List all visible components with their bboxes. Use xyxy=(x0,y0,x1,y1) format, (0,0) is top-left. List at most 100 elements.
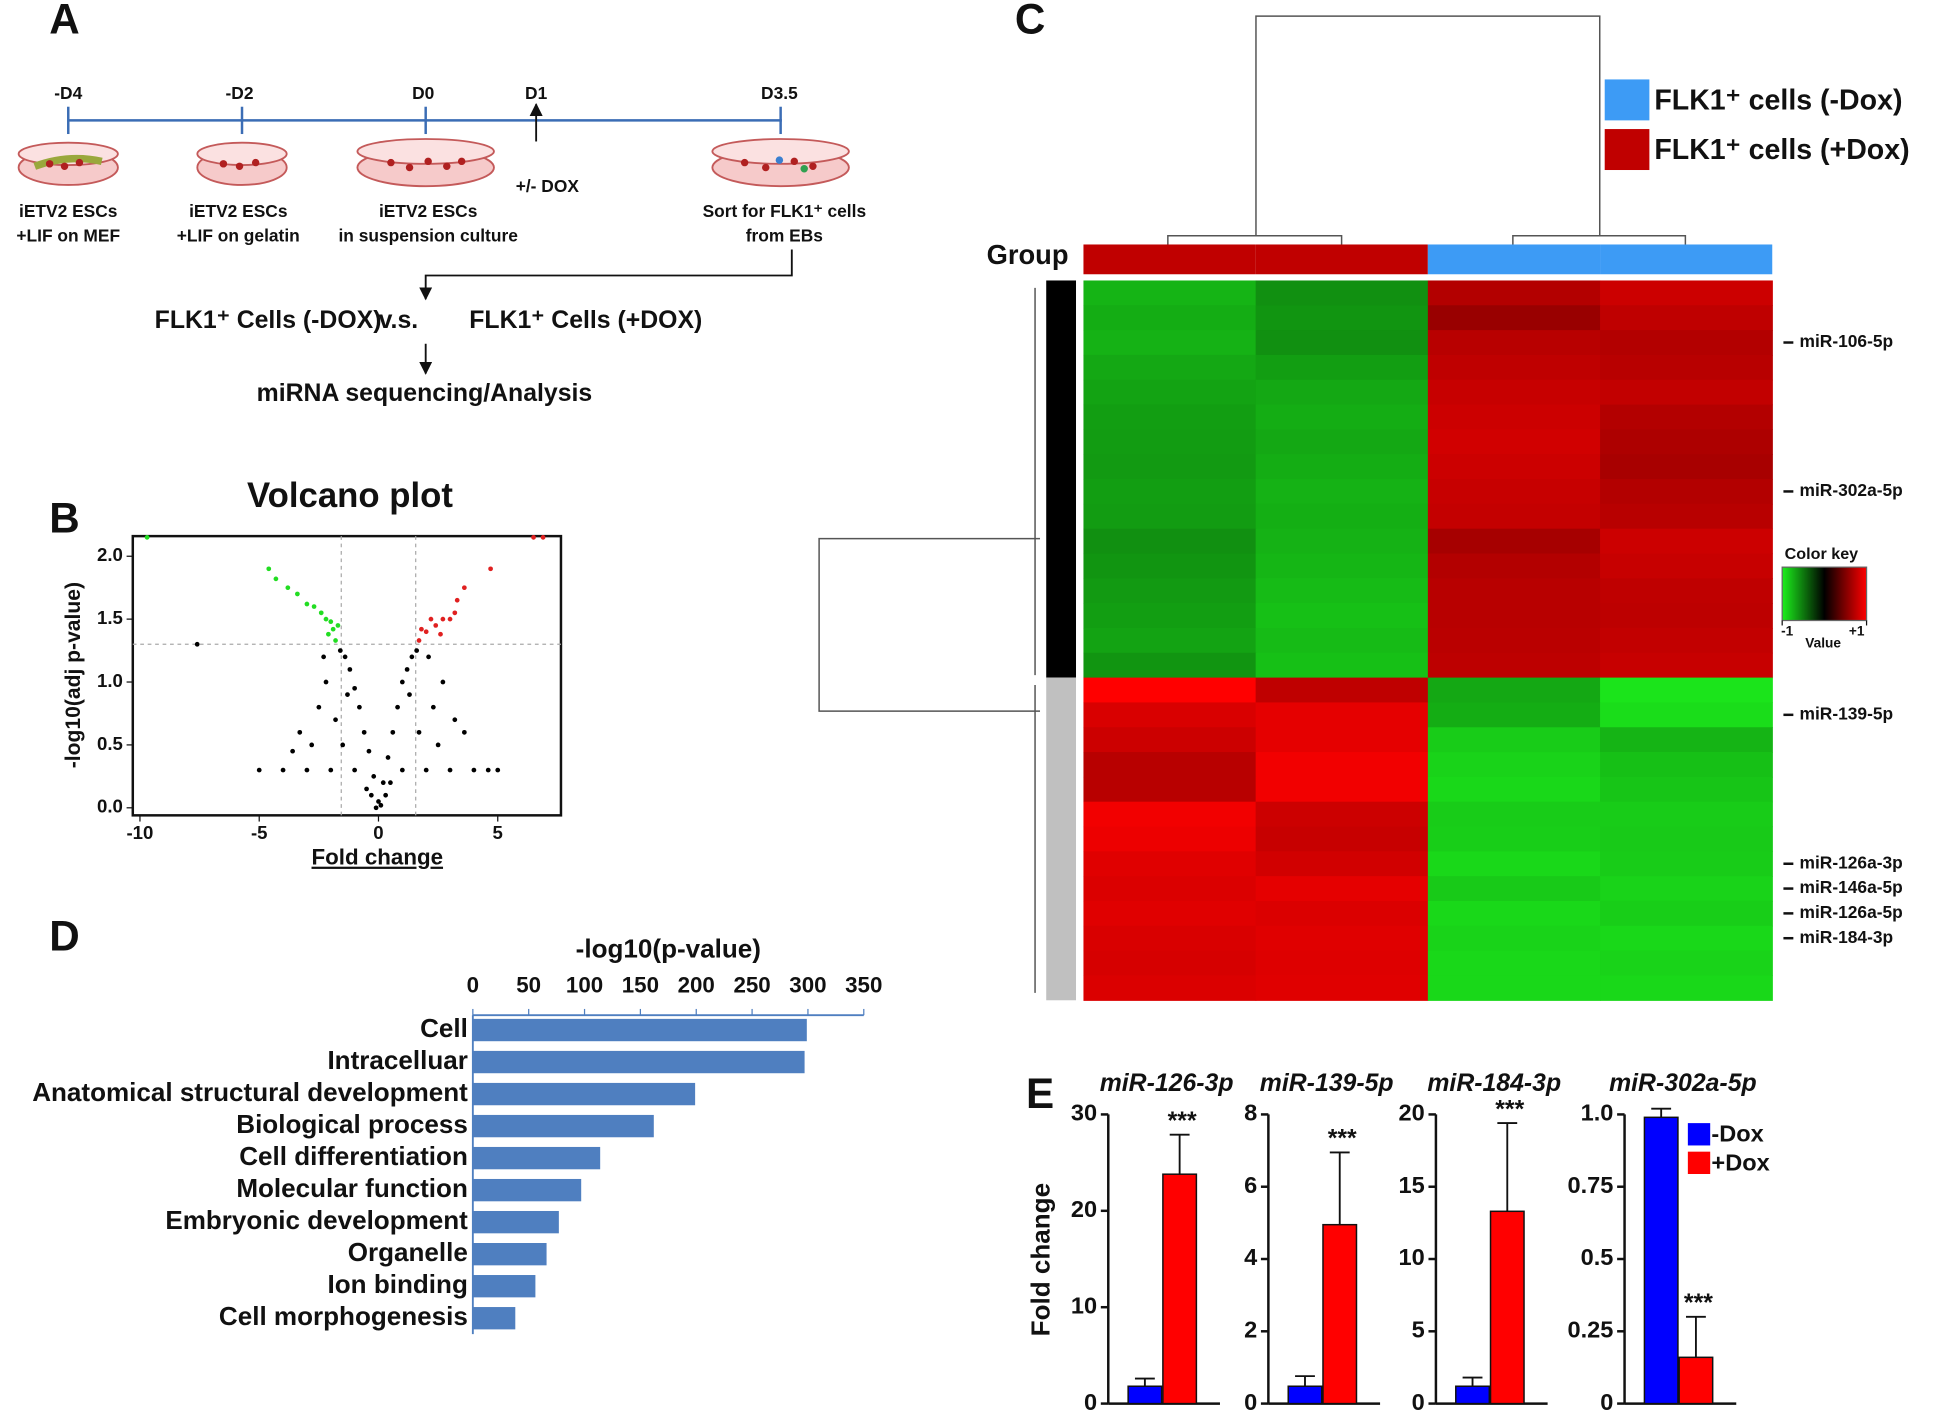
heatmap-cell xyxy=(1600,354,1773,381)
bar xyxy=(1678,1356,1714,1405)
point xyxy=(352,767,357,773)
heatmap-cell xyxy=(1255,454,1429,480)
chart-title: miR-139-5p xyxy=(1260,1070,1394,1097)
stage-caption: iETV2 ESCs xyxy=(189,201,287,221)
point xyxy=(409,654,415,660)
bar xyxy=(1162,1173,1198,1405)
heatmap-cell xyxy=(1600,429,1773,455)
stage-caption: Sort for FLK1⁺ cells xyxy=(703,201,867,221)
point xyxy=(428,616,434,622)
chart-title: Volcano plot xyxy=(247,477,453,515)
heatmap-cell xyxy=(1255,727,1429,753)
heatmap-cell xyxy=(1255,801,1429,828)
point xyxy=(540,535,546,540)
y-tick-label: 30 xyxy=(1071,1100,1097,1126)
heatmap-cell xyxy=(1083,280,1257,306)
heatmap-cell xyxy=(1427,627,1601,654)
heatmap-cell xyxy=(1255,702,1429,728)
heatmap-cell xyxy=(1255,603,1429,629)
point xyxy=(471,767,477,773)
y-tick-label: 2.0 xyxy=(97,544,123,565)
heatmap-cell xyxy=(1255,975,1429,1001)
point xyxy=(378,802,384,808)
heatmap-cell xyxy=(1600,652,1773,679)
point xyxy=(461,729,467,735)
panel-label: B xyxy=(49,494,79,541)
heatmap-cell xyxy=(1083,503,1257,530)
heatmap-cell xyxy=(1083,578,1257,604)
y-tick-label: 20 xyxy=(1399,1100,1425,1126)
point xyxy=(373,805,379,811)
heatmap-cell xyxy=(1600,627,1773,654)
bar xyxy=(472,1243,547,1266)
y-axis-title: Fold change xyxy=(1025,1183,1055,1336)
heatmap-cell xyxy=(1600,330,1773,356)
heatmap-cell xyxy=(1427,553,1601,579)
bar xyxy=(1127,1385,1163,1405)
heatmap-cell xyxy=(1083,677,1257,704)
category-label: Cell morphogenesis xyxy=(219,1301,468,1331)
heatmap-cell xyxy=(1600,280,1773,306)
group-bar xyxy=(1083,244,1256,275)
point xyxy=(368,792,374,798)
stage-caption: iETV2 ESCs xyxy=(19,201,117,221)
y-tick-label: 6 xyxy=(1244,1172,1257,1198)
heatmap-cell xyxy=(1427,727,1601,753)
panel-label: E xyxy=(1026,1070,1054,1117)
legend-swatch xyxy=(1687,1151,1711,1175)
heatmap-cell xyxy=(1427,479,1601,505)
point xyxy=(330,626,336,632)
x-tick-label: 200 xyxy=(678,973,715,998)
stage-caption: from EBs xyxy=(746,226,823,246)
heatmap-cell xyxy=(1083,354,1257,381)
chart-title: miR-126-3p xyxy=(1100,1070,1234,1097)
stage-caption: in suspension culture xyxy=(338,226,518,246)
legend-label: +Dox xyxy=(1711,1149,1769,1175)
flow-arrow xyxy=(419,249,793,301)
error-bar xyxy=(1329,1151,1350,1225)
y-tick-label: 0 xyxy=(1600,1389,1613,1415)
heatmap-cell xyxy=(1083,429,1257,455)
y-tick-label: 1.0 xyxy=(97,670,123,691)
heatmap-cell xyxy=(1255,280,1429,306)
y-tick-label: 4 xyxy=(1244,1244,1257,1270)
point xyxy=(414,648,420,653)
heatmap-cell xyxy=(1427,975,1601,1001)
category-label: Cell differentiation xyxy=(239,1141,468,1171)
heatmap-cell xyxy=(1600,553,1773,579)
timepoint-label: -D2 xyxy=(226,83,254,103)
bar xyxy=(1455,1385,1491,1405)
heatmap-cell xyxy=(1255,752,1429,778)
heatmap-cell xyxy=(1427,379,1601,406)
heatmap-cell xyxy=(1083,454,1257,480)
heatmap-cell xyxy=(1083,950,1257,977)
bar xyxy=(472,1146,601,1170)
bar xyxy=(472,1050,805,1074)
heatmap-cell xyxy=(1427,454,1601,480)
point xyxy=(323,679,329,685)
point xyxy=(435,742,441,748)
point xyxy=(380,780,386,786)
heatmap-cell xyxy=(1600,975,1773,1001)
timeline xyxy=(67,106,782,135)
heatmap-cell xyxy=(1083,826,1257,852)
heatmap-cell xyxy=(1255,553,1429,579)
x-tick-label: 0 xyxy=(467,973,479,998)
row-label: miR-126a-3p xyxy=(1800,852,1903,872)
heatmap-cell xyxy=(1255,330,1429,356)
row-label: miR-146a-5p xyxy=(1800,877,1903,897)
point xyxy=(438,631,443,637)
group-bar xyxy=(1600,244,1773,275)
heatmap-cell xyxy=(1083,975,1257,1001)
x-tick-label: 150 xyxy=(622,973,659,998)
point xyxy=(423,767,429,773)
point xyxy=(461,585,467,591)
point xyxy=(404,667,410,672)
heatmap-cell xyxy=(1427,578,1601,604)
bar xyxy=(1322,1223,1358,1405)
point xyxy=(266,566,272,572)
heatmap-cell xyxy=(1600,702,1773,728)
bar xyxy=(1643,1116,1679,1405)
point xyxy=(285,585,291,591)
